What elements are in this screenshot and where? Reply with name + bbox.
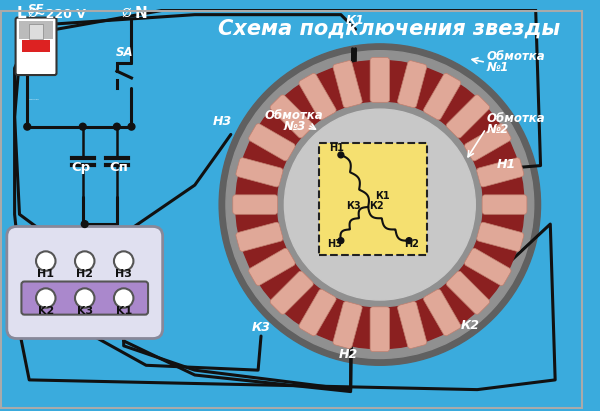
Circle shape bbox=[114, 252, 133, 271]
Bar bbox=[29, 24, 43, 39]
FancyBboxPatch shape bbox=[16, 18, 56, 75]
FancyBboxPatch shape bbox=[270, 271, 313, 314]
Circle shape bbox=[236, 60, 524, 349]
Circle shape bbox=[284, 109, 475, 300]
FancyBboxPatch shape bbox=[477, 158, 524, 187]
Text: SF: SF bbox=[28, 3, 44, 16]
Text: Сп: Сп bbox=[109, 162, 128, 174]
Circle shape bbox=[338, 238, 344, 244]
Text: K2: K2 bbox=[38, 306, 54, 316]
Text: Ср: Ср bbox=[71, 162, 91, 174]
FancyBboxPatch shape bbox=[270, 95, 313, 138]
Text: К1: К1 bbox=[346, 14, 365, 28]
Text: К2: К2 bbox=[461, 319, 480, 332]
FancyBboxPatch shape bbox=[482, 195, 527, 214]
FancyBboxPatch shape bbox=[236, 158, 283, 187]
FancyBboxPatch shape bbox=[424, 73, 461, 120]
FancyBboxPatch shape bbox=[464, 248, 511, 286]
Text: К3: К3 bbox=[251, 321, 271, 334]
FancyBboxPatch shape bbox=[424, 289, 461, 336]
Text: Ø: Ø bbox=[122, 7, 131, 20]
FancyBboxPatch shape bbox=[477, 222, 524, 252]
Text: H1: H1 bbox=[37, 269, 54, 279]
FancyBboxPatch shape bbox=[299, 73, 336, 120]
FancyBboxPatch shape bbox=[446, 271, 490, 314]
Text: Обмотка: Обмотка bbox=[265, 109, 323, 122]
Circle shape bbox=[36, 252, 56, 271]
Circle shape bbox=[82, 221, 88, 227]
Text: Н2: Н2 bbox=[404, 240, 419, 249]
Text: ~220 V: ~220 V bbox=[35, 7, 86, 21]
FancyBboxPatch shape bbox=[248, 248, 295, 286]
FancyBboxPatch shape bbox=[248, 124, 295, 161]
Text: №1: №1 bbox=[487, 61, 509, 74]
Bar bbox=[22, 40, 50, 52]
Text: K3: K3 bbox=[77, 306, 93, 316]
FancyBboxPatch shape bbox=[236, 222, 283, 252]
Circle shape bbox=[36, 289, 56, 308]
FancyBboxPatch shape bbox=[333, 301, 362, 349]
Text: Н1: Н1 bbox=[329, 143, 344, 153]
Text: L: L bbox=[17, 6, 26, 21]
Circle shape bbox=[75, 289, 94, 308]
FancyBboxPatch shape bbox=[398, 301, 427, 349]
Text: H3: H3 bbox=[115, 269, 132, 279]
Circle shape bbox=[128, 123, 135, 130]
Text: N: N bbox=[135, 6, 148, 21]
Bar bbox=[319, 143, 427, 255]
Circle shape bbox=[226, 51, 534, 358]
Text: Ø: Ø bbox=[27, 7, 37, 20]
Circle shape bbox=[406, 238, 412, 244]
Text: H2: H2 bbox=[76, 269, 93, 279]
Text: Н3: Н3 bbox=[212, 115, 232, 128]
Circle shape bbox=[75, 252, 94, 271]
Text: Н1: Н1 bbox=[497, 157, 516, 171]
FancyBboxPatch shape bbox=[333, 60, 362, 108]
Circle shape bbox=[278, 102, 482, 307]
Circle shape bbox=[219, 44, 541, 365]
FancyBboxPatch shape bbox=[7, 226, 163, 339]
Text: SA: SA bbox=[116, 46, 133, 58]
Text: Обмотка: Обмотка bbox=[487, 112, 545, 125]
Text: К3: К3 bbox=[346, 201, 361, 211]
Circle shape bbox=[338, 152, 344, 158]
FancyBboxPatch shape bbox=[299, 289, 336, 336]
FancyBboxPatch shape bbox=[464, 124, 511, 161]
FancyBboxPatch shape bbox=[233, 195, 278, 214]
Text: Н3: Н3 bbox=[328, 240, 343, 249]
Text: Схема подключения звезды: Схема подключения звезды bbox=[218, 18, 561, 38]
Circle shape bbox=[113, 123, 120, 130]
FancyBboxPatch shape bbox=[22, 282, 148, 315]
FancyBboxPatch shape bbox=[370, 307, 389, 352]
Bar bbox=[19, 21, 53, 39]
Text: Обмотка: Обмотка bbox=[487, 51, 545, 63]
Circle shape bbox=[79, 123, 86, 130]
FancyBboxPatch shape bbox=[446, 95, 490, 138]
FancyBboxPatch shape bbox=[370, 58, 389, 102]
Circle shape bbox=[24, 123, 31, 130]
FancyBboxPatch shape bbox=[398, 60, 427, 108]
Text: SF appears here: SF appears here bbox=[27, 99, 39, 100]
Text: К2: К2 bbox=[368, 201, 383, 211]
Text: №2: №2 bbox=[487, 122, 509, 136]
Text: K1: K1 bbox=[116, 306, 132, 316]
Circle shape bbox=[114, 289, 133, 308]
Text: Н2: Н2 bbox=[339, 349, 358, 361]
Text: К1: К1 bbox=[376, 191, 390, 201]
Text: №3: №3 bbox=[283, 120, 305, 133]
